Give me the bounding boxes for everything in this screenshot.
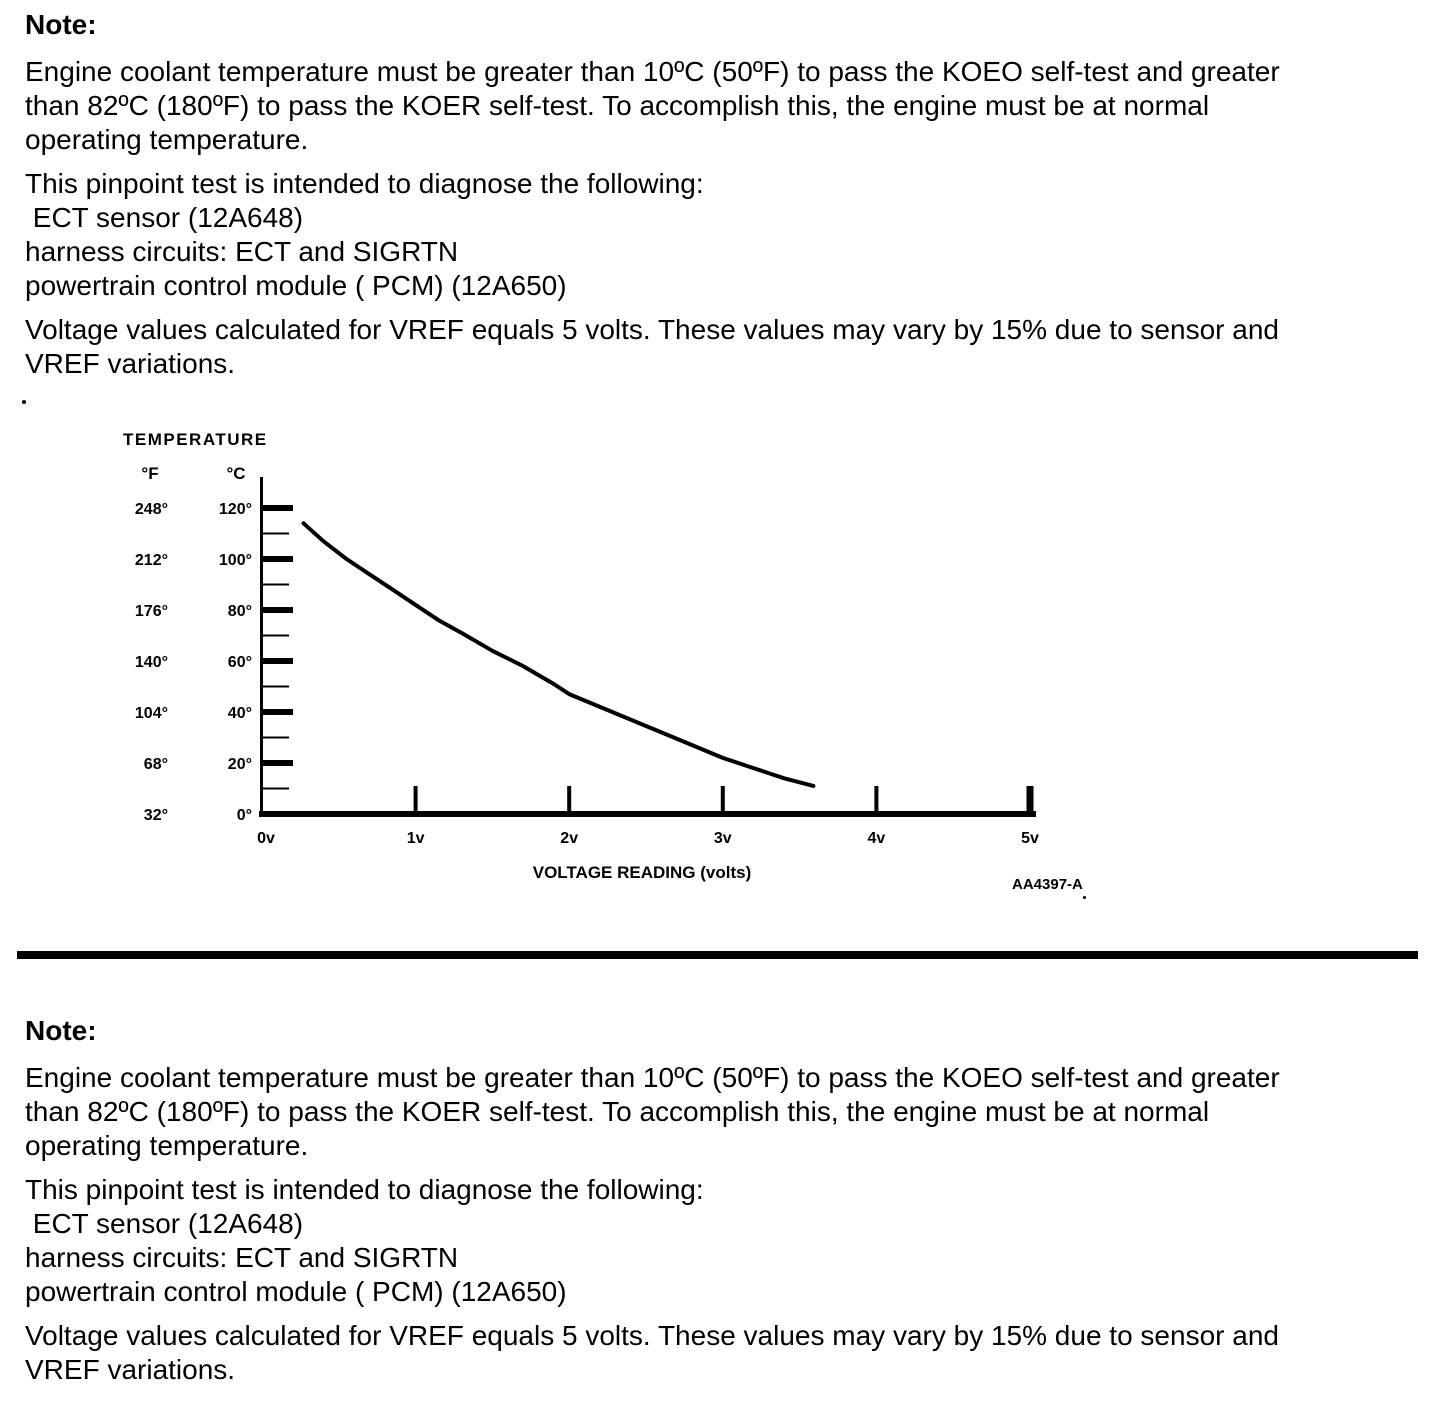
x-tick-label: 4v	[868, 830, 886, 847]
y-tick-label-fahrenheit: 212°	[135, 552, 168, 569]
x-tick-label: 3v	[714, 830, 732, 847]
y-axis-major-tick	[262, 505, 293, 511]
y-tick-label-celsius: 20°	[228, 756, 252, 773]
y-tick-label-celsius: 60°	[228, 654, 252, 671]
note-paragraph-coolant-temp: Engine coolant temperature must be great…	[25, 55, 1429, 157]
y-axis-fahrenheit-header: °F	[141, 464, 158, 483]
y-tick-label-fahrenheit: 176°	[135, 603, 168, 620]
text-line: Voltage values calculated for VREF equal…	[25, 314, 1279, 345]
text-line: ECT sensor (12A648)	[25, 1208, 304, 1239]
y-axis-major-tick	[262, 556, 293, 562]
section-divider	[17, 951, 1418, 959]
x-axis-tick	[874, 786, 879, 814]
y-tick-label-celsius: 100°	[219, 552, 252, 569]
y-tick-label-fahrenheit: 104°	[135, 705, 168, 722]
x-axis-tick	[720, 786, 725, 814]
y-axis-minor-tick	[262, 685, 289, 688]
y-axis-major-tick	[262, 658, 293, 664]
x-tick-label: 2v	[560, 830, 578, 847]
y-axis-line	[260, 477, 263, 817]
text-line: VREF variations.	[25, 348, 236, 379]
note-paragraph-vref: Voltage values calculated for VREF equal…	[25, 313, 1429, 381]
y-axis-minor-tick	[262, 532, 289, 535]
y-axis-minor-tick	[262, 736, 289, 739]
chart-title: TEMPERATURE	[123, 430, 268, 449]
note-paragraph-coolant-temp: Engine coolant temperature must be great…	[25, 1061, 1429, 1163]
x-tick-label: 1v	[407, 830, 425, 847]
note-paragraph-vref: Voltage values calculated for VREF equal…	[25, 1319, 1429, 1387]
scan-artifact-dot	[22, 400, 26, 404]
text-line: Engine coolant temperature must be great…	[25, 56, 1280, 87]
note-section-top: Note: Engine coolant temperature must be…	[25, 8, 1429, 391]
ect-sensor-curve	[301, 521, 816, 788]
x-tick-label: 5v	[1021, 830, 1039, 847]
y-axis-major-tick	[262, 709, 293, 715]
text-line: powertrain control module ( PCM) (12A650…	[25, 1276, 567, 1307]
text-line: Engine coolant temperature must be great…	[25, 1062, 1280, 1093]
y-tick-label-fahrenheit: 248°	[135, 501, 168, 518]
y-axis-celsius-header: °C	[226, 464, 245, 483]
text-line: operating temperature.	[25, 1130, 309, 1161]
note-paragraph-diagnose-list: This pinpoint test is intended to diagno…	[25, 1173, 1429, 1309]
text-line: than 82ºC (180ºF) to pass the KOER self-…	[25, 1096, 1210, 1127]
text-line: operating temperature.	[25, 124, 309, 155]
text-line: powertrain control module ( PCM) (12A650…	[25, 270, 567, 301]
y-axis-major-tick	[262, 607, 293, 613]
text-line: This pinpoint test is intended to diagno…	[25, 168, 704, 199]
x-axis-tick	[413, 786, 418, 814]
y-tick-label-celsius: 120°	[219, 501, 252, 518]
text-line: Voltage values calculated for VREF equal…	[25, 1320, 1279, 1351]
x-axis-tick	[567, 786, 572, 814]
y-tick-label-fahrenheit: 140°	[135, 654, 168, 671]
note-paragraph-diagnose-list: This pinpoint test is intended to diagno…	[25, 167, 1429, 303]
x-tick-label: 0v	[257, 830, 275, 847]
text-line: harness circuits: ECT and SIGRTN	[25, 1242, 459, 1273]
text-line: VREF variations.	[25, 1354, 236, 1385]
ect-voltage-temperature-chart-svg: TEMPERATURE °F °C 248° 120° 212° 100° 176° 80° 14…	[123, 430, 1083, 893]
y-tick-label-fahrenheit: 32°	[144, 807, 168, 824]
x-axis-line	[259, 811, 1036, 817]
note-heading: Note:	[25, 1015, 97, 1046]
y-axis-minor-tick	[262, 583, 289, 586]
figure-code: AA4397-A	[1012, 876, 1083, 893]
y-axis-minor-tick	[262, 787, 289, 790]
y-tick-label-celsius: 40°	[228, 705, 252, 722]
note-heading: Note:	[25, 9, 97, 40]
y-axis-minor-tick	[262, 634, 289, 637]
text-line: than 82ºC (180ºF) to pass the KOER self-…	[25, 90, 1210, 121]
y-axis-major-tick	[262, 760, 293, 766]
text-line: harness circuits: ECT and SIGRTN	[25, 236, 459, 267]
text-line: ECT sensor (12A648)	[25, 202, 304, 233]
scan-artifact-dot	[1083, 896, 1086, 899]
y-tick-label-fahrenheit: 68°	[144, 756, 168, 773]
y-tick-label-celsius: 0°	[237, 807, 252, 824]
y-tick-label-celsius: 80°	[228, 603, 252, 620]
note-section-bottom: Note: Engine coolant temperature must be…	[25, 1014, 1429, 1397]
x-axis-title: VOLTAGE READING (volts)	[533, 863, 752, 882]
x-axis-tick	[1026, 786, 1034, 814]
text-line: This pinpoint test is intended to diagno…	[25, 1174, 704, 1205]
ect-voltage-temperature-chart: TEMPERATURE °F °C 248° 120° 212° 100° 176° 80° 14…	[0, 415, 1240, 915]
